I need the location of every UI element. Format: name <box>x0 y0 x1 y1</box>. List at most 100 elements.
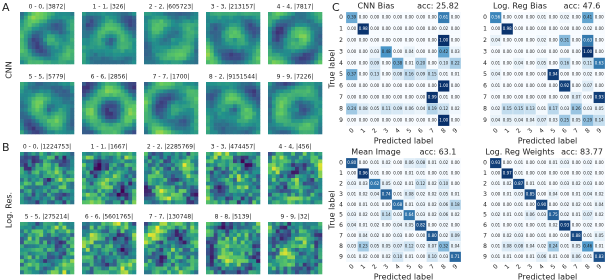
image-pixel <box>276 23 280 27</box>
image-pixel <box>210 108 214 112</box>
image-pixel <box>280 27 284 31</box>
image-pixel <box>221 182 225 186</box>
image-pixel <box>186 252 190 256</box>
image-pixel <box>39 270 43 274</box>
image-pixel <box>179 182 183 186</box>
image-pixel <box>218 53 222 57</box>
image-pixel <box>32 45 36 49</box>
image-pixel <box>62 60 66 64</box>
image-pixel <box>101 259 105 263</box>
image-pixel <box>314 178 318 182</box>
image-pixel <box>221 156 225 160</box>
image-pixel <box>121 197 125 201</box>
cell-label: 0.02 <box>583 171 592 176</box>
image-pixel <box>66 119 70 123</box>
image-pixel <box>163 182 167 186</box>
image-pixel <box>233 123 237 127</box>
image-pixel <box>109 86 113 90</box>
image-pixel <box>28 229 32 233</box>
cell-label: 0.01 <box>359 223 368 228</box>
image-pixel <box>186 57 190 61</box>
image-pixel <box>32 97 36 101</box>
image-pixel <box>287 171 291 175</box>
cell-label: 0.04 <box>583 191 592 196</box>
image-pixel <box>283 23 287 27</box>
image-pixel <box>152 159 156 163</box>
image-pixel <box>156 119 160 123</box>
image-pixel <box>225 60 229 64</box>
image-pixel <box>144 252 148 256</box>
image-pixel <box>167 248 171 252</box>
image-pixel <box>121 200 125 204</box>
image-pixel <box>94 167 98 171</box>
image-pixel <box>310 34 314 38</box>
image-pixel <box>156 112 160 116</box>
image-pixel <box>86 12 90 16</box>
image-pixel <box>183 270 187 274</box>
image-pixel <box>310 89 314 93</box>
image-pixel <box>256 89 260 93</box>
image-pixel <box>24 193 28 197</box>
image-pixel <box>43 174 47 178</box>
image-pixel <box>291 222 295 226</box>
image-pixel <box>190 167 194 171</box>
image-pixel <box>132 270 136 274</box>
image-pixel <box>59 248 63 252</box>
image-pixel <box>318 42 322 46</box>
cell-label: 0.88 <box>572 233 581 238</box>
image-pixel <box>214 23 218 27</box>
image-pixel <box>171 263 175 267</box>
image-pixel <box>148 38 152 42</box>
image-pixel <box>163 163 167 167</box>
image-pixel <box>28 189 32 193</box>
image-pixel <box>70 130 74 134</box>
image-pixel <box>248 263 252 267</box>
image-pixel <box>86 193 90 197</box>
image-pixel <box>82 104 86 108</box>
image-pixel <box>159 200 163 204</box>
image-pixel <box>109 115 113 119</box>
image-pixel <box>148 185 152 189</box>
image-pixel <box>148 167 152 171</box>
image-pixel <box>70 167 74 171</box>
image-pixel <box>167 244 171 248</box>
image-pixel <box>152 222 156 226</box>
image-pixel <box>171 60 175 64</box>
image-pixel <box>167 115 171 119</box>
image-pixel <box>171 197 175 201</box>
image-pixel <box>225 38 229 42</box>
image-pixel <box>51 127 55 131</box>
image-pixel <box>109 185 113 189</box>
image-pixel <box>109 45 113 49</box>
image-pixel <box>303 101 307 105</box>
image-pixel <box>214 171 218 175</box>
image-pixel <box>229 45 233 49</box>
cell-label: 0.00 <box>503 72 512 77</box>
image-pixel <box>24 178 28 182</box>
image-pixel <box>214 45 218 49</box>
image-pixel <box>218 200 222 204</box>
image-pixel <box>206 82 210 86</box>
image-pixel <box>171 12 175 16</box>
image-pixel <box>221 31 225 35</box>
image-pixel <box>28 86 32 90</box>
weight-image <box>206 152 260 204</box>
cell-label: 0.00 <box>514 26 523 31</box>
image-pixel <box>20 60 24 64</box>
image-pixel <box>39 123 43 127</box>
image-pixel <box>314 159 318 163</box>
image-pixel <box>221 108 225 112</box>
image-pixel <box>163 86 167 90</box>
image-pixel <box>28 182 32 186</box>
image-pixel <box>272 82 276 86</box>
image-pixel <box>299 16 303 20</box>
image-pixel <box>132 49 136 53</box>
image-pixel <box>59 163 63 167</box>
cell-label: 0.00 <box>595 83 604 88</box>
image-pixel <box>105 53 109 57</box>
image-pixel <box>186 270 190 274</box>
image-pixel <box>47 189 51 193</box>
y-tick-label: 8 <box>339 105 343 112</box>
image-pixel <box>233 57 237 61</box>
image-pixel <box>314 197 318 201</box>
